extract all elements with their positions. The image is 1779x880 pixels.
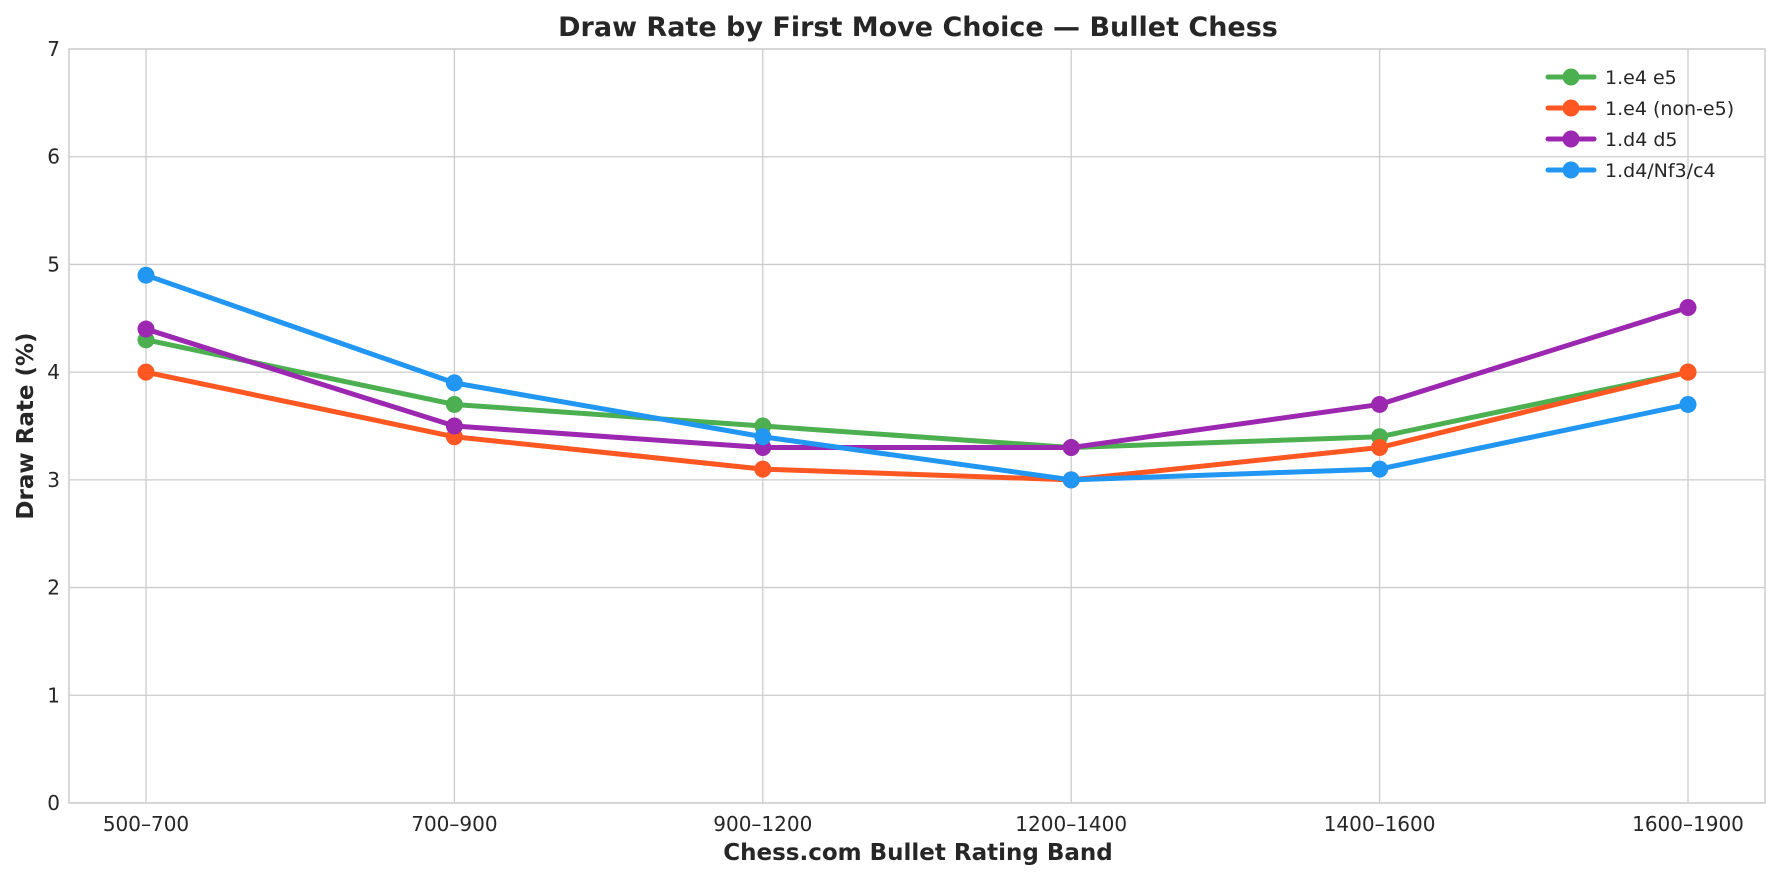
data-point [1679, 395, 1697, 413]
data-point [137, 266, 155, 284]
y-axis-ticks: 0 1 2 3 4 5 6 7 [47, 37, 60, 815]
x-tick-label: 1200–1400 [1015, 812, 1127, 836]
x-axis-ticks: 500–700 700–900 900–1200 1200–1400 1400–1600… [103, 812, 1744, 836]
series-line [143, 369, 1691, 483]
y-tick-label: 1 [47, 683, 60, 707]
data-point [754, 428, 772, 446]
series-lines [137, 266, 1697, 489]
legend-swatch-marker [1562, 161, 1580, 179]
x-tick-label: 1600–1900 [1632, 812, 1744, 836]
data-point [1679, 299, 1697, 317]
legend-label: 1.e4 (non-e5) [1605, 98, 1734, 120]
legend-entry: 1.d4 d5 [1545, 129, 1677, 151]
x-tick-label: 700–900 [411, 812, 497, 836]
y-tick-label: 7 [47, 37, 60, 61]
legend-entry: 1.d4/Nf3/c4 [1545, 160, 1716, 182]
legend-swatch-marker [1562, 68, 1580, 86]
data-point [137, 363, 155, 381]
series-line [143, 272, 1691, 483]
series-3 [137, 299, 1697, 457]
data-point [445, 417, 463, 435]
legend-swatch-marker [1562, 99, 1580, 117]
legend-label: 1.d4 d5 [1605, 129, 1677, 151]
x-tick-label: 500–700 [103, 812, 189, 836]
y-tick-label: 6 [47, 145, 60, 169]
y-tick-label: 5 [47, 252, 60, 276]
series-4 [137, 266, 1697, 489]
y-axis-label: Draw Rate (%) [13, 332, 39, 519]
series-line [143, 337, 1691, 451]
series-line [143, 305, 1691, 451]
legend-entry: 1.e4 (non-e5) [1545, 98, 1734, 120]
data-point [1371, 395, 1389, 413]
data-point [137, 320, 155, 338]
data-point [445, 395, 463, 413]
legend-label: 1.e4 e5 [1605, 67, 1677, 89]
grid [69, 48, 1765, 804]
x-tick-label: 1400–1600 [1324, 812, 1436, 836]
chart-title: Draw Rate by First Move Choice — Bullet … [558, 12, 1278, 43]
data-point [445, 374, 463, 392]
y-tick-label: 0 [47, 791, 60, 815]
y-tick-label: 3 [47, 468, 60, 492]
data-point [1062, 471, 1080, 489]
legend-label: 1.d4/Nf3/c4 [1605, 160, 1716, 182]
x-tick-label: 900–1200 [713, 812, 812, 836]
data-point [1371, 460, 1389, 478]
y-tick-label: 4 [47, 360, 60, 384]
legend: 1.e4 e5 1.e4 (non-e5) 1.d4 d5 1.d4/Nf3/c4 [1545, 67, 1734, 182]
y-tick-label: 2 [47, 576, 60, 600]
plot-frame [68, 48, 1766, 804]
data-point [1679, 363, 1697, 381]
x-axis-label: Chess.com Bullet Rating Band [723, 840, 1113, 866]
data-point [754, 460, 772, 478]
data-point [1062, 439, 1080, 457]
legend-entry: 1.e4 e5 [1545, 67, 1677, 89]
series-2 [137, 363, 1697, 489]
legend-swatch-marker [1562, 130, 1580, 148]
series-1 [137, 331, 1697, 457]
data-point [1371, 439, 1389, 457]
